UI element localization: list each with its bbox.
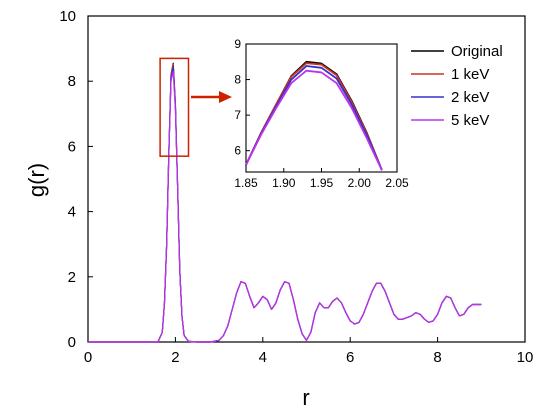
peak-highlight-box bbox=[159, 57, 190, 157]
inset-series-lines bbox=[245, 60, 383, 171]
x-axis-title: r bbox=[302, 385, 309, 410]
y-tick-label: 10 bbox=[59, 8, 76, 25]
y-tick-label: 8 bbox=[68, 73, 76, 90]
legend-label-5-kev: 5 keV bbox=[451, 112, 489, 129]
inset-x-tick-label: 1.90 bbox=[272, 176, 296, 190]
inset-series-line-5-kev bbox=[245, 69, 383, 171]
x-tick-label: 4 bbox=[259, 349, 267, 366]
x-tick-label: 10 bbox=[517, 349, 534, 366]
y-tick-label: 6 bbox=[68, 138, 76, 155]
x-tick-label: 6 bbox=[346, 349, 354, 366]
legend-label-original: Original bbox=[451, 43, 503, 60]
main-plot-frame bbox=[87, 15, 526, 343]
y-axis-title: g(r) bbox=[24, 163, 49, 197]
y-tick-label: 2 bbox=[68, 269, 76, 286]
inset-y-tick-label: 9 bbox=[234, 37, 241, 51]
inset-y-tick-label: 7 bbox=[234, 108, 241, 122]
x-tick-label: 0 bbox=[84, 349, 92, 366]
inset-axis-ticks: 1.85 1.90 1.95 2.00 2.05 6 7 8 9 bbox=[234, 37, 409, 190]
y-tick-label: 4 bbox=[68, 204, 76, 221]
main-series-lines bbox=[88, 62, 482, 343]
inset-x-tick-label: 2.00 bbox=[348, 176, 372, 190]
x-tick-label: 8 bbox=[433, 349, 441, 366]
legend: Original 1 keV 2 keV 5 keV bbox=[411, 43, 503, 129]
main-axis-ticks: 0 2 4 6 8 10 0 2 4 6 8 10 bbox=[59, 8, 533, 366]
inset-x-tick-label: 1.95 bbox=[310, 176, 334, 190]
zoom-arrow-icon bbox=[191, 91, 232, 103]
inset-x-tick-label: 1.85 bbox=[234, 176, 258, 190]
y-tick-label: 0 bbox=[68, 334, 76, 351]
inset-y-tick-label: 8 bbox=[234, 73, 241, 87]
x-tick-label: 2 bbox=[171, 349, 179, 366]
inset-y-tick-label: 6 bbox=[234, 144, 241, 158]
series-line-5-kev bbox=[88, 70, 482, 343]
legend-label-2-kev: 2 keV bbox=[451, 89, 489, 106]
inset-x-tick-label: 2.05 bbox=[385, 176, 409, 190]
legend-label-1-kev: 1 keV bbox=[451, 66, 489, 83]
